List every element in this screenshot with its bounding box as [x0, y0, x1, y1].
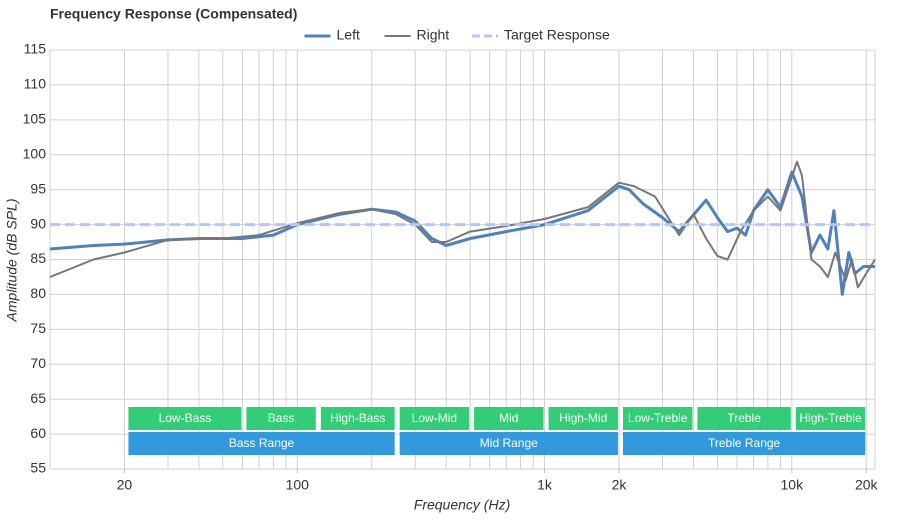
band-label: High-Treble	[799, 411, 862, 425]
y-tick-label: 100	[23, 145, 47, 161]
band	[399, 407, 470, 430]
y-tick-label: 60	[30, 425, 46, 441]
lines	[49, 160, 876, 296]
band-label: High-Mid	[559, 411, 607, 425]
chart-title: Frequency Response (Compensated)	[50, 6, 297, 22]
legend: Left Right Target Response	[304, 27, 610, 43]
band	[474, 407, 544, 430]
band	[128, 407, 242, 430]
band-label: Treble	[727, 411, 761, 425]
band-label: Low-Mid	[412, 411, 457, 425]
y-tick-label: 80	[30, 285, 46, 301]
x-tick-label: 1k	[537, 477, 553, 493]
x-tick-label: 20k	[855, 477, 879, 493]
band-label: Low-Treble	[628, 411, 688, 425]
y-tick-label: 85	[30, 250, 46, 266]
y-tick-label: 65	[30, 390, 46, 406]
line-series	[49, 160, 876, 289]
x-axis-label: Frequency (Hz)	[414, 497, 510, 513]
y-tick-label: 90	[30, 215, 46, 231]
band-label: Bass	[268, 411, 295, 425]
x-tick-label: 2k	[612, 477, 628, 493]
band	[548, 407, 618, 430]
frequency-bands: Low-Bass Bass High-Bass Low-Mid Mid High-Mid L…	[128, 407, 866, 455]
band	[320, 407, 395, 430]
band	[246, 407, 316, 430]
line-series	[49, 170, 875, 296]
y-tick-label: 110	[24, 76, 47, 92]
legend-label: Target Response	[504, 27, 610, 43]
band-label: Treble Range	[708, 436, 781, 450]
x-tick-label: 20	[117, 477, 133, 493]
band	[795, 407, 866, 430]
band-label: High-Bass	[330, 411, 385, 425]
band	[622, 407, 693, 430]
band-label: Mid	[499, 411, 518, 425]
x-tick-label: 10k	[781, 477, 805, 493]
band	[399, 432, 618, 455]
y-tick-label: 95	[30, 180, 46, 196]
y-tick-label: 75	[30, 320, 46, 336]
band-label: Bass Range	[229, 436, 295, 450]
band-label: Low-Bass	[159, 411, 212, 425]
y-axis-label: Amplitude (dB SPL)	[4, 199, 20, 323]
band-label: Mid Range	[480, 436, 538, 450]
x-tick-label: 100	[286, 477, 310, 493]
grid: 55 60 65 70 75 80 85 90 95 100 105 110 115 20 100 1k 2k 1…	[23, 41, 879, 493]
y-tick-label: 55	[30, 460, 46, 476]
band	[622, 432, 866, 455]
y-tick-label: 115	[24, 41, 47, 57]
y-tick-label: 70	[30, 355, 46, 371]
y-tick-label: 105	[23, 111, 47, 127]
legend-label: Left	[337, 27, 360, 43]
legend-label: Right	[417, 27, 450, 43]
band	[128, 432, 395, 455]
band	[697, 407, 791, 430]
